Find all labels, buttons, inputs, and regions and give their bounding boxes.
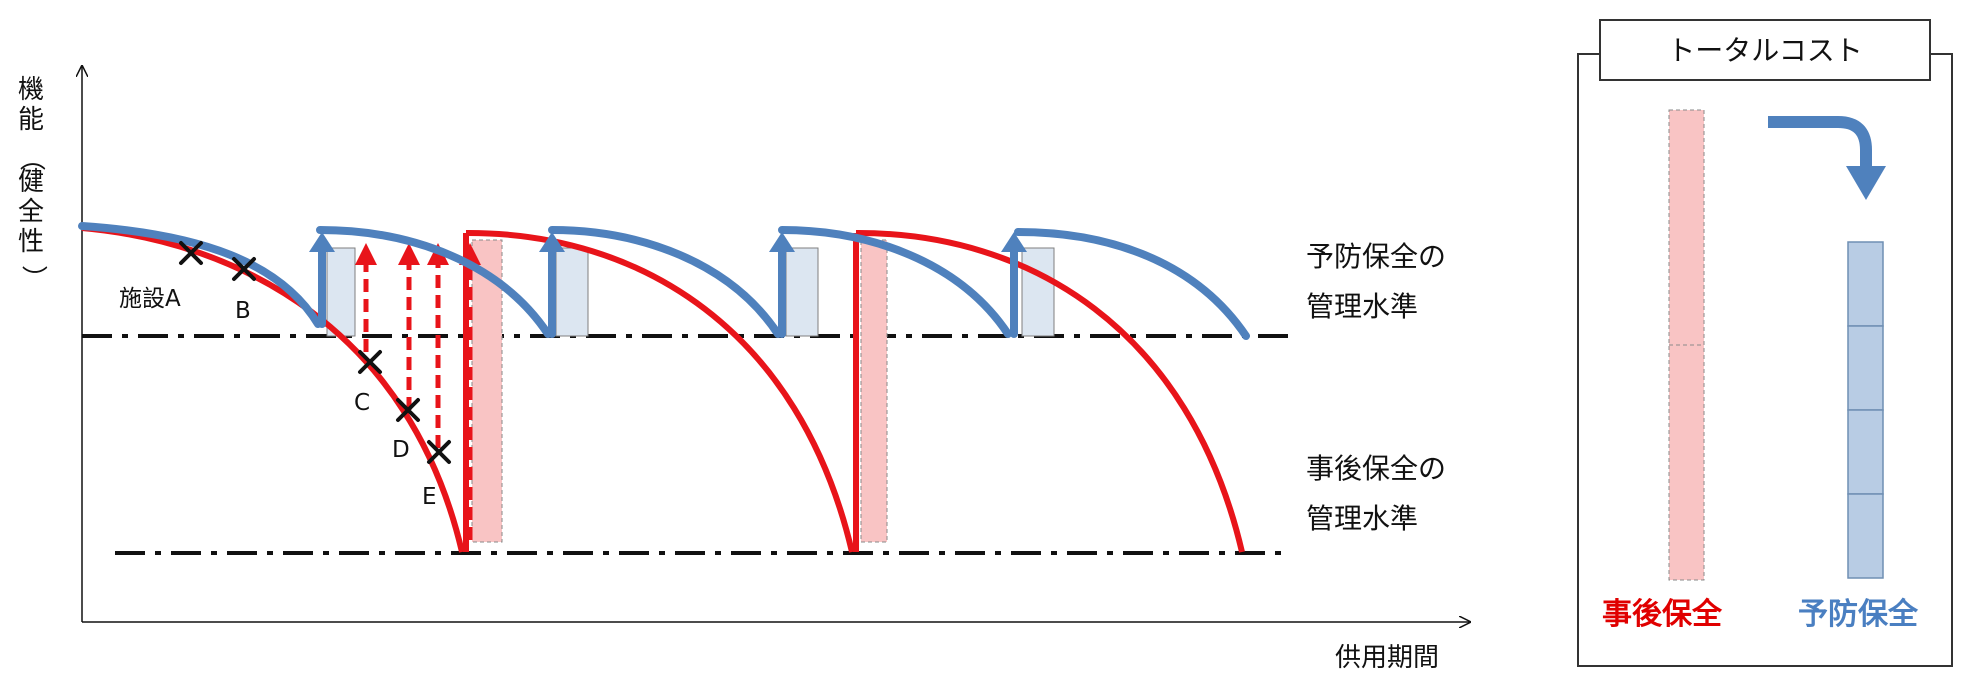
corrective-curve xyxy=(855,229,1245,553)
y-label-char: ） xyxy=(18,265,48,291)
marker-b-icon xyxy=(232,257,256,281)
label-c: C xyxy=(354,390,370,416)
cost-reduction-arrow-icon xyxy=(1768,116,1872,168)
corrective-repair-bar xyxy=(860,239,888,543)
preventive-curves xyxy=(78,222,1250,340)
cost-panel-title-box xyxy=(1599,19,1931,81)
y-label-char: 機 xyxy=(18,75,44,105)
preventive-cost-segment xyxy=(1847,325,1884,411)
marker-d-icon xyxy=(396,398,420,422)
preventive-cost-label: 予防保全 xyxy=(1798,597,1919,632)
cost-panel-frame xyxy=(1577,53,1953,667)
facility-markers xyxy=(179,241,451,464)
y-axis-label: 機 能 （ 健 全 性 ） xyxy=(16,75,48,291)
label-b: B xyxy=(235,298,251,324)
x-axis-label: 供用期間 xyxy=(1335,643,1439,673)
marker-e-icon xyxy=(427,440,451,464)
preventive-arrowhead xyxy=(309,232,335,252)
label-e: E xyxy=(422,484,437,510)
preventive-curve xyxy=(1014,228,1250,340)
preventive-arrowhead xyxy=(1001,232,1027,252)
cost-reduction-arrowhead-icon xyxy=(1846,166,1886,200)
preventive-repair-bar xyxy=(785,247,819,337)
y-label-char: 性 xyxy=(18,227,44,257)
preventive-curve xyxy=(316,226,552,338)
preventive-repair-bar xyxy=(555,247,589,337)
preventive-curve xyxy=(78,222,322,328)
y-label-char: 全 xyxy=(18,197,44,227)
y-label-char: 健 xyxy=(18,167,44,197)
label-facility-a: 施設A xyxy=(119,286,181,312)
preventive-arrowhead xyxy=(769,232,795,252)
preventive-repair-bar xyxy=(1021,247,1055,337)
y-label-char: （ xyxy=(16,145,46,171)
corrective-curve xyxy=(465,229,855,553)
corrective-level-label-line1: 事後保全の xyxy=(1306,452,1446,485)
preventive-level-label-line2: 管理水準 xyxy=(1306,290,1418,323)
preventive-cost-segment xyxy=(1847,241,1884,327)
total-cost-panel: トータルコスト 事後保全 予防保全 xyxy=(1577,19,1953,667)
corrective-cost-label: 事後保全 xyxy=(1602,597,1723,632)
preventive-curve xyxy=(778,226,1012,338)
preventive-cost-segment xyxy=(1847,409,1884,495)
preventive-repair-bar xyxy=(326,247,356,337)
preventive-arrowheads xyxy=(309,232,1027,252)
preventive-arrowhead xyxy=(539,232,565,252)
marker-a-icon xyxy=(179,241,203,265)
marker-c-icon xyxy=(358,350,382,374)
corrective-repair-bar xyxy=(471,239,503,543)
y-label-char: 能 xyxy=(18,105,44,135)
preventive-level-label-line1: 予防保全の xyxy=(1306,240,1446,273)
cost-panel-title: トータルコスト xyxy=(1667,34,1862,67)
corrective-level-label-line2: 管理水準 xyxy=(1306,502,1418,535)
label-d: D xyxy=(392,437,410,463)
preventive-curve xyxy=(548,226,782,338)
preventive-cost-segment xyxy=(1847,493,1884,579)
